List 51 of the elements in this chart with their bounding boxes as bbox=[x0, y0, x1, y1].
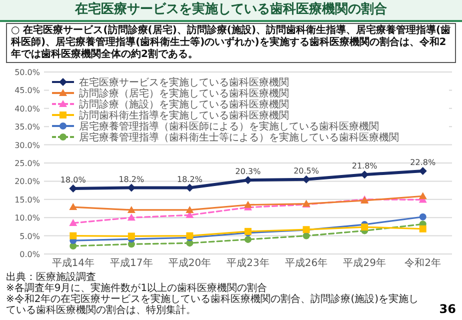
point bbox=[244, 200, 252, 208]
y-tick-label: 35.0% bbox=[14, 122, 40, 132]
point bbox=[361, 224, 368, 231]
x-tick-label: 平成14年 bbox=[52, 257, 95, 269]
data-label: 18.0% bbox=[60, 175, 86, 184]
point bbox=[69, 203, 78, 210]
data-label: 18.2% bbox=[118, 174, 145, 184]
x-tick-label: 平成26年 bbox=[284, 257, 328, 269]
legend-label: 訪問診療（施設）を実施している歯科医療機関 bbox=[79, 98, 289, 110]
data-label: 21.8% bbox=[352, 162, 378, 171]
y-tick-label: 0.0% bbox=[20, 250, 40, 259]
chart-subtitle: ○ 在宅医療サービス(訪問診療(居宅)、訪問診療(施設)、訪問歯科衛生指導、居宅療養管理指導(歯科医師)、居宅療養管理指導(歯科衛生士等)のいずれか)を実施する歯科医療機関の割合は、令和2年では歯科医療機関全体の約2割である。 bbox=[6, 23, 456, 63]
data-label: 20.5% bbox=[294, 166, 320, 176]
x-tick-label: 平成23年 bbox=[226, 257, 270, 269]
text: 36 bbox=[439, 302, 456, 316]
point bbox=[69, 219, 78, 226]
point bbox=[186, 206, 194, 213]
text: ※各調査年9月に、実施件数が1以上の歯科医療機関の割合 bbox=[6, 283, 268, 294]
y-tick-label: 20.0% bbox=[14, 177, 40, 186]
point bbox=[128, 232, 135, 240]
legend-label: 居宅療養管理指導（歯科医師による）を実施している歯科医療機関 bbox=[79, 120, 379, 132]
legend-label: 在宅医療サービスを実施している歯科医療機関 bbox=[79, 76, 289, 88]
x-tick-label: 平成17年 bbox=[110, 257, 153, 269]
y-tick-label: 25.0% bbox=[14, 159, 40, 168]
point bbox=[70, 232, 77, 240]
data-label: 22.8% bbox=[410, 158, 436, 168]
legend-label: 訪問診療（居宅）を実施している歯科医療機関 bbox=[79, 88, 289, 100]
point bbox=[244, 236, 252, 243]
data-label: 18.2% bbox=[177, 174, 203, 184]
x-tick-label: 平成29年 bbox=[343, 257, 386, 269]
point bbox=[419, 225, 426, 232]
x-tick-label: 平成20年 bbox=[168, 257, 212, 269]
y-tick-label: 15.0% bbox=[14, 195, 40, 204]
point bbox=[244, 176, 252, 184]
y-tick-label: 5.0% bbox=[20, 232, 40, 241]
source-note: 出典：医療施設調査 bbox=[6, 272, 96, 283]
legend-label: 居宅療養管理指導（歯科衛生士等による）を実施している歯科医療機関 bbox=[79, 132, 399, 144]
y-tick-label: 40.0% bbox=[14, 104, 40, 114]
x-tick-label: 令和2年 bbox=[404, 257, 442, 269]
y-tick-label: 10.0% bbox=[14, 214, 40, 223]
chart-title: 在宅医療サービスを実施している歯科医療機関の割合 bbox=[0, 0, 462, 22]
y-tick-label: 45.0% bbox=[14, 86, 40, 96]
text: ※令和2年の在宅医療サービスを実施している歯科医療機関の割合、訪問診療(施設)を実施している歯科医療機関の割合は、特別集計。 bbox=[6, 294, 420, 316]
y-tick-label: 50.0% bbox=[14, 68, 40, 77]
point bbox=[418, 192, 427, 200]
point bbox=[419, 213, 426, 220]
data-label: 20.3% bbox=[235, 167, 262, 176]
point bbox=[127, 206, 136, 213]
legend-label: 訪問歯科衛生指導を実施している歯科医療機関 bbox=[79, 110, 289, 122]
point bbox=[127, 214, 136, 221]
y-tick-label: 30.0% bbox=[14, 140, 40, 150]
